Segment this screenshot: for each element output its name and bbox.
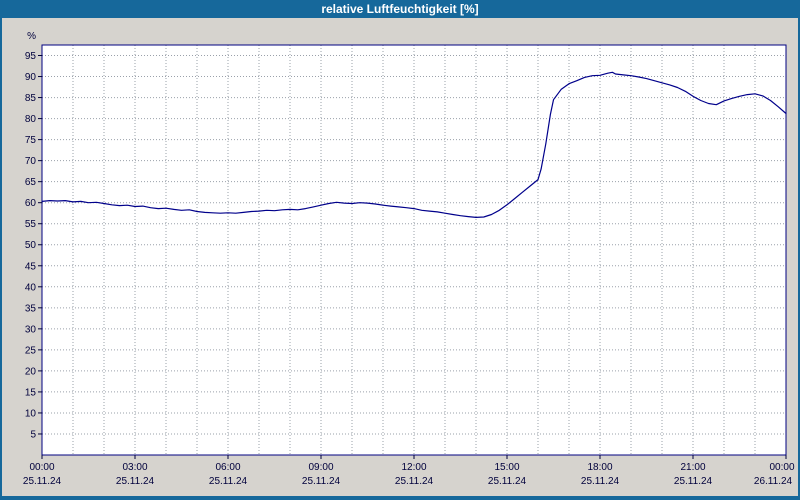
humidity-series-line [41, 71, 787, 218]
x-tick-date-label: 25.11.24 [581, 476, 620, 487]
x-axis: 00:00 25.11.24 03:00 25.11.24 06:00 25.11.24 0… [23, 455, 795, 487]
x-tick-time-label: 15:00 [494, 462, 519, 473]
y-tick-label: 20 [25, 366, 37, 377]
x-tick-time-label: 00:00 [769, 462, 794, 473]
x-tick-time-label: 12:00 [401, 462, 426, 473]
x-tick-date-label: 25.11.24 [209, 476, 248, 487]
x-tick-time-label: 09:00 [308, 462, 333, 473]
x-tick-date-label: 25.11.24 [395, 476, 434, 487]
y-tick-label: 35 [25, 303, 37, 314]
x-tick-date-label: 25.11.24 [116, 476, 155, 487]
y-axis-unit-label: % [27, 31, 36, 42]
x-tick-time-label: 21:00 [680, 462, 705, 473]
y-tick-label: 75 [25, 135, 37, 146]
x-tick-date-label: 25.11.24 [488, 476, 527, 487]
y-tick-label: 30 [25, 324, 37, 335]
y-tick-label: 65 [25, 177, 37, 188]
x-tick-date-label: 26.11.24 [754, 476, 793, 487]
y-tick-label: 40 [25, 282, 37, 293]
x-tick-date-label: 25.11.24 [674, 476, 713, 487]
gridlines [42, 45, 786, 455]
y-tick-label: 50 [25, 240, 37, 251]
humidity-line-chart: 95 90 85 80 75 70 65 60 55 50 45 40 35 30 25 20 15 10 5% 00… [23, 31, 795, 487]
y-tick-label: 25 [25, 345, 37, 356]
window-title: relative Luftfeuchtigkeit [%] [321, 2, 479, 16]
y-tick-label: 80 [25, 114, 37, 125]
y-tick-label: 60 [25, 198, 37, 209]
x-tick-date-label: 25.11.24 [23, 476, 62, 487]
x-tick-time-label: 03:00 [122, 462, 147, 473]
x-tick-time-label: 00:00 [29, 462, 54, 473]
y-axis: 95 90 85 80 75 70 65 60 55 50 45 40 35 30 25 20 15 10 5% [25, 31, 42, 440]
y-tick-label: 90 [25, 72, 37, 83]
x-tick-time-label: 06:00 [215, 462, 240, 473]
y-tick-label: 15 [25, 387, 37, 398]
y-tick-label: 55 [25, 219, 37, 230]
y-tick-label: 70 [25, 156, 37, 167]
y-tick-label: 45 [25, 261, 37, 272]
y-tick-label: 5 [30, 429, 36, 440]
y-tick-label: 95 [25, 51, 37, 62]
y-tick-label: 85 [25, 93, 37, 104]
x-tick-date-label: 25.11.24 [302, 476, 341, 487]
window-titlebar[interactable]: relative Luftfeuchtigkeit [%] [2, 0, 798, 18]
x-tick-time-label: 18:00 [587, 462, 612, 473]
y-tick-label: 10 [25, 408, 37, 419]
